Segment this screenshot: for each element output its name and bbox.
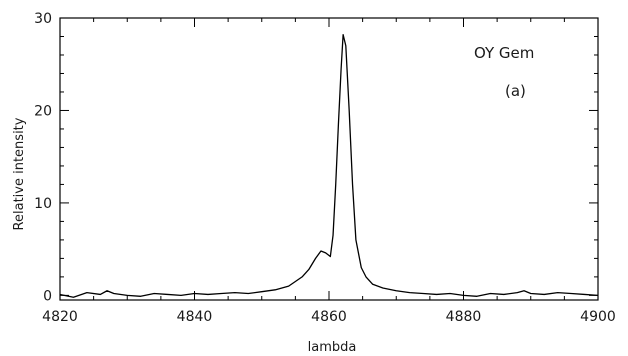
y-axis-label: Relative intensity	[12, 117, 27, 230]
x-axis-label: lambda	[308, 340, 357, 355]
x-tick-label: 4860	[311, 309, 347, 325]
annotation-star-name: OY Gem	[474, 44, 534, 62]
axis-tick-labels: 4820 4840 4860 4880 4900 0 10 20 30	[34, 11, 616, 325]
x-tick-label: 4840	[177, 309, 213, 325]
annotation-panel-label: (a)	[505, 82, 526, 100]
y-tick-label: 0	[43, 288, 52, 304]
x-tick-label: 4820	[42, 309, 78, 325]
spectrum-line	[59, 33, 599, 298]
y-tick-label: 30	[34, 11, 52, 27]
axis-ticks	[59, 17, 599, 300]
x-tick-label: 4900	[580, 309, 616, 325]
x-tick-label: 4880	[446, 309, 482, 325]
y-tick-label: 10	[34, 196, 52, 212]
y-tick-label: 20	[34, 103, 52, 119]
